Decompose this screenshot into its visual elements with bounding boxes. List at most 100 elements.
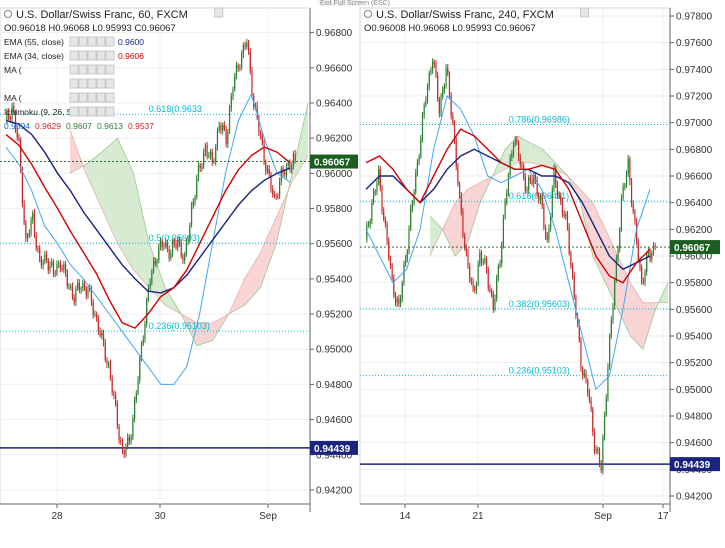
candle-body[interactable]: [175, 244, 177, 248]
candle-body[interactable]: [18, 137, 20, 141]
candle-body[interactable]: [649, 251, 651, 259]
candle-body[interactable]: [216, 130, 219, 147]
candle-body[interactable]: [489, 288, 491, 291]
candle-body[interactable]: [196, 178, 198, 197]
candle-body[interactable]: [442, 89, 444, 97]
candle-body[interactable]: [619, 229, 621, 249]
candle-body[interactable]: [147, 288, 150, 300]
candle-body[interactable]: [502, 217, 505, 245]
indicator-control-button[interactable]: [78, 50, 88, 61]
candle-body[interactable]: [415, 172, 417, 193]
candle-body[interactable]: [130, 437, 132, 442]
candle-body[interactable]: [646, 254, 648, 272]
candle-body[interactable]: [291, 165, 293, 171]
candle-body[interactable]: [602, 436, 604, 471]
candle-body[interactable]: [575, 297, 577, 316]
candle-body[interactable]: [450, 95, 452, 117]
candle-body[interactable]: [106, 360, 108, 365]
indicator-control-button[interactable]: [96, 36, 106, 47]
candle-body[interactable]: [556, 184, 558, 196]
candle-body[interactable]: [391, 265, 393, 279]
candle-body[interactable]: [408, 228, 410, 252]
candle-body[interactable]: [571, 265, 574, 276]
candle-body[interactable]: [526, 190, 528, 192]
candle-body[interactable]: [258, 118, 260, 133]
candle-body[interactable]: [154, 261, 156, 264]
symbol-settings-button[interactable]: [214, 7, 224, 18]
candle-body[interactable]: [192, 201, 194, 206]
candle-body[interactable]: [652, 246, 655, 254]
indicator-control-button[interactable]: [78, 78, 88, 89]
candle-body[interactable]: [418, 156, 420, 162]
candle-body[interactable]: [189, 224, 191, 240]
candle-body[interactable]: [97, 318, 99, 332]
candle-body[interactable]: [151, 271, 153, 282]
candle-body[interactable]: [426, 86, 429, 101]
candle-body[interactable]: [23, 203, 25, 224]
candle-body[interactable]: [251, 70, 253, 97]
candle-body[interactable]: [71, 286, 74, 298]
candle-body[interactable]: [484, 258, 486, 262]
candle-body[interactable]: [494, 298, 496, 310]
candle-body[interactable]: [64, 264, 67, 274]
candle-body[interactable]: [25, 223, 27, 239]
candle-body[interactable]: [56, 264, 58, 274]
candle-body[interactable]: [37, 248, 39, 250]
candle-body[interactable]: [294, 153, 296, 162]
candle-body[interactable]: [47, 260, 49, 271]
candle-body[interactable]: [534, 175, 537, 181]
candle-body[interactable]: [432, 61, 434, 71]
candle-body[interactable]: [514, 139, 516, 144]
candle-body[interactable]: [170, 253, 172, 259]
candle-body[interactable]: [227, 131, 229, 145]
candle-body[interactable]: [161, 240, 163, 248]
candle-body[interactable]: [261, 135, 263, 144]
candle-body[interactable]: [66, 273, 68, 287]
candle-body[interactable]: [287, 163, 289, 166]
candle-body[interactable]: [455, 140, 457, 167]
candle-body[interactable]: [70, 286, 72, 288]
indicator-control-button[interactable]: [96, 92, 106, 103]
candle-body[interactable]: [137, 380, 139, 394]
candle-body[interactable]: [491, 290, 493, 294]
candle-body[interactable]: [127, 436, 129, 447]
indicator-visibility-button[interactable]: [69, 92, 79, 103]
candle-body[interactable]: [163, 246, 165, 248]
candle-body[interactable]: [285, 165, 288, 176]
candle-body[interactable]: [521, 165, 523, 167]
candle-body[interactable]: [278, 181, 281, 197]
candle-body[interactable]: [561, 200, 564, 215]
indicator-control-button[interactable]: [96, 106, 106, 117]
candle-body[interactable]: [209, 151, 212, 156]
candle-body[interactable]: [158, 247, 160, 261]
candle-body[interactable]: [393, 278, 395, 296]
candle-body[interactable]: [256, 105, 258, 119]
candle-body[interactable]: [543, 206, 545, 227]
candle-body[interactable]: [492, 293, 494, 310]
candle-body[interactable]: [475, 283, 478, 291]
candle-body[interactable]: [78, 282, 80, 291]
candle-body[interactable]: [58, 263, 60, 265]
candle-body[interactable]: [565, 214, 567, 217]
candle-body[interactable]: [641, 267, 643, 282]
candle-body[interactable]: [386, 223, 388, 242]
candle-body[interactable]: [654, 246, 656, 248]
candle-body[interactable]: [40, 259, 42, 266]
candle-body[interactable]: [184, 254, 186, 261]
candle-body[interactable]: [588, 392, 590, 401]
candle-body[interactable]: [465, 246, 467, 253]
candle-body[interactable]: [523, 165, 525, 177]
candle-body[interactable]: [533, 175, 535, 184]
indicator-visibility-button[interactable]: [69, 36, 79, 47]
candle-body[interactable]: [123, 451, 125, 455]
candle-body[interactable]: [592, 409, 594, 432]
candle-body[interactable]: [539, 195, 542, 201]
candle-body[interactable]: [280, 168, 282, 182]
fullscreen-hint[interactable]: Exit Full Screen (ESC): [320, 0, 390, 7]
candle-body[interactable]: [204, 145, 206, 153]
indicator-control-button[interactable]: [105, 92, 115, 103]
candle-body[interactable]: [121, 441, 124, 452]
candle-body[interactable]: [265, 161, 267, 172]
candle-body[interactable]: [73, 297, 75, 303]
candle-body[interactable]: [222, 125, 224, 131]
